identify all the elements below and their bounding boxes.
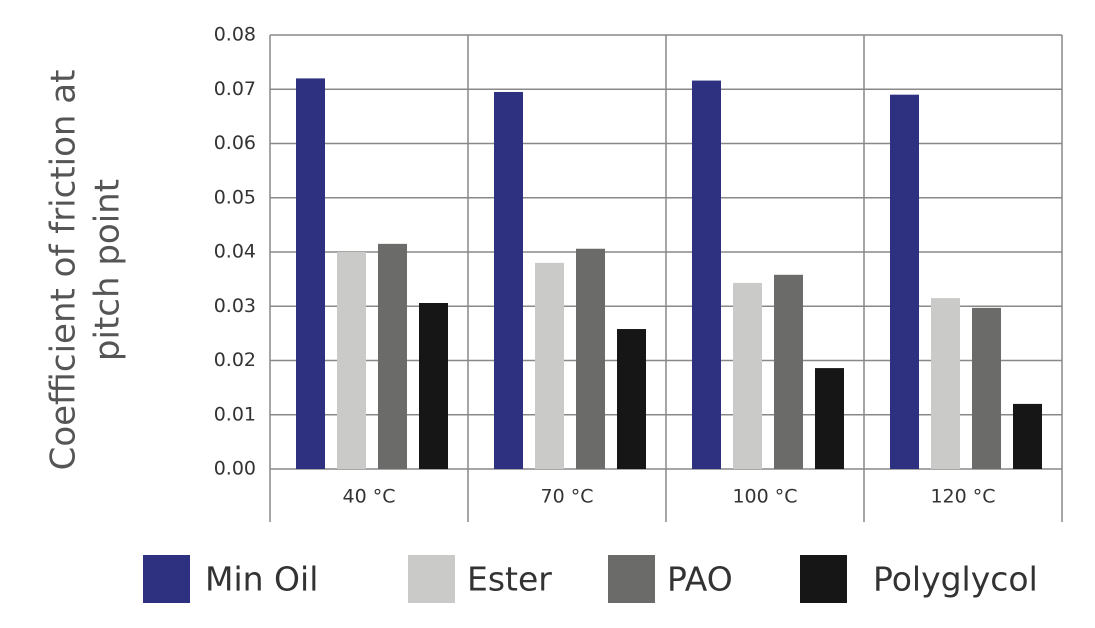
legend-label: Ester bbox=[467, 560, 552, 599]
bar bbox=[535, 262, 564, 469]
bar bbox=[931, 298, 960, 469]
bar bbox=[296, 78, 325, 470]
x-tick-label: 100 °C bbox=[732, 486, 797, 508]
y-tick-label: 0.02 bbox=[214, 349, 256, 371]
bar bbox=[692, 80, 721, 469]
y-tick-label: 0.01 bbox=[214, 403, 256, 425]
bar bbox=[378, 243, 407, 469]
y-tick-label: 0.06 bbox=[214, 132, 256, 154]
bar bbox=[576, 248, 605, 469]
bar bbox=[733, 282, 762, 469]
y-tick-label: 0.00 bbox=[214, 458, 256, 480]
legend-swatch bbox=[800, 555, 847, 603]
y-axis-label-line: Coefficient of friction at bbox=[44, 70, 84, 471]
y-axis-label: Coefficient of friction at pitch point bbox=[44, 70, 128, 471]
bar bbox=[972, 307, 1001, 469]
bar bbox=[337, 252, 366, 469]
y-tick-label: 0.03 bbox=[214, 295, 256, 317]
y-axis-label-line: pitch point bbox=[88, 179, 128, 361]
legend-label: PAO bbox=[667, 560, 733, 599]
bar bbox=[1013, 403, 1042, 469]
bar bbox=[774, 274, 803, 469]
y-tick-label: 0.08 bbox=[214, 24, 256, 46]
legend-swatch bbox=[143, 555, 190, 603]
legend-label: Min Oil bbox=[205, 560, 318, 599]
y-tick-label: 0.04 bbox=[214, 241, 256, 263]
bar bbox=[890, 94, 919, 470]
bar bbox=[494, 91, 523, 470]
legend-label: Polyglycol bbox=[873, 560, 1038, 599]
x-tick-label: 40 °C bbox=[343, 486, 396, 508]
legend-swatch bbox=[608, 555, 655, 603]
x-tick-label: 70 °C bbox=[541, 486, 594, 508]
y-tick-label: 0.05 bbox=[214, 186, 256, 208]
bar bbox=[617, 329, 646, 469]
bar bbox=[815, 368, 844, 469]
bar bbox=[419, 302, 448, 469]
y-tick-label: 0.07 bbox=[214, 78, 256, 100]
x-tick-label: 120 °C bbox=[930, 486, 995, 508]
legend-swatch bbox=[408, 555, 455, 603]
